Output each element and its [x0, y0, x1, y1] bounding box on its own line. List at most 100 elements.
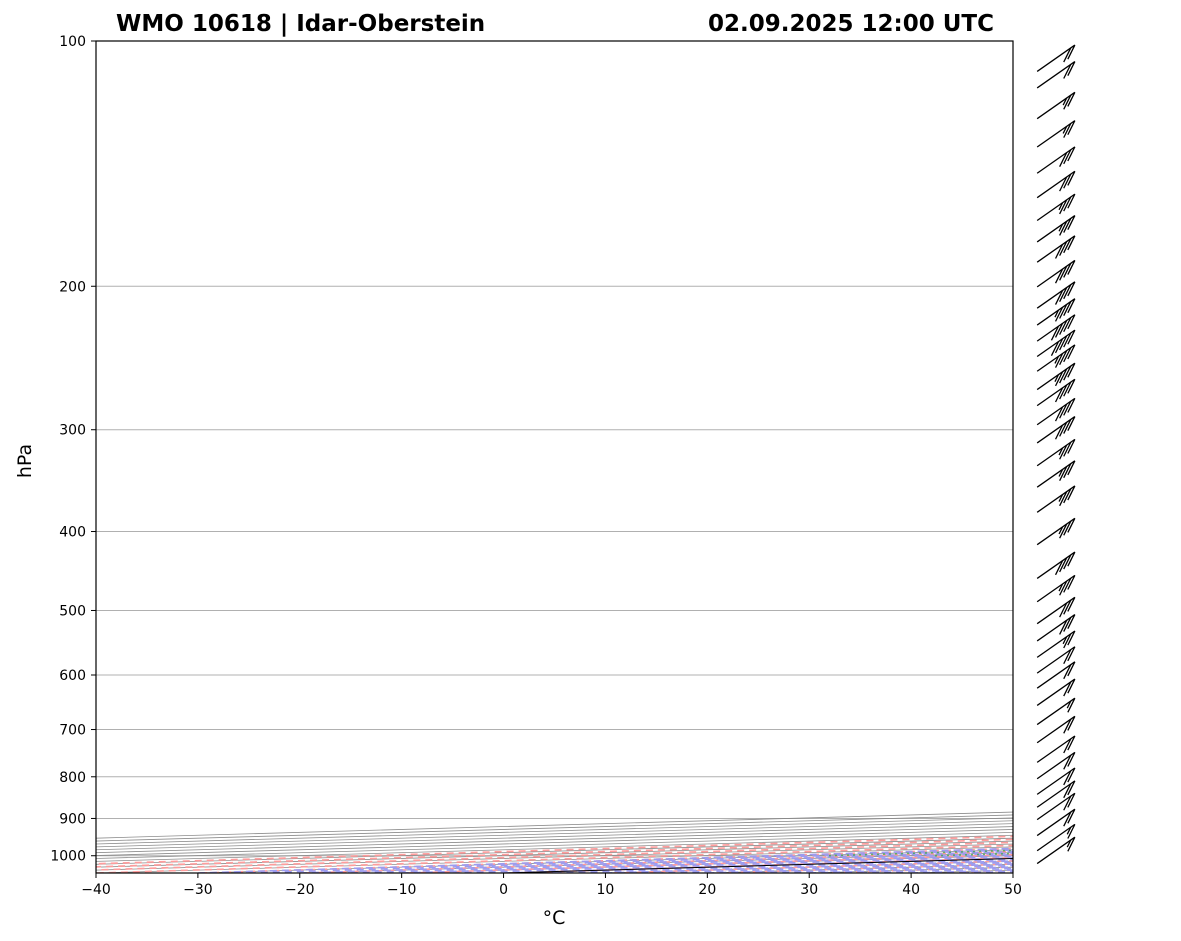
- wind-barb-staff: [1036, 485, 1076, 513]
- wind-barb-halfflag: [1058, 223, 1064, 232]
- wind-barb-flag: [1059, 557, 1068, 573]
- wind-barb-flag: [1059, 602, 1068, 618]
- wind-barb-flag: [1059, 265, 1068, 281]
- wind-barb-flag: [1063, 149, 1072, 165]
- wind-barb: [1036, 646, 1076, 674]
- plot-background-rect: [96, 41, 1013, 873]
- y-tick-label: 300: [59, 423, 86, 439]
- wind-barb: [1036, 215, 1076, 243]
- wind-barb-halfflag: [1062, 636, 1068, 645]
- wind-barb: [1036, 551, 1076, 579]
- wind-barb-flag: [1067, 792, 1076, 808]
- wind-barb: [1036, 596, 1076, 625]
- wind-barb-staff: [1036, 120, 1076, 148]
- mixing-ratio-3: [1076, 675, 1181, 856]
- wind-barb-flag: [1067, 697, 1076, 713]
- wind-barb-staff: [1036, 823, 1076, 852]
- wind-barb-flag: [1063, 317, 1072, 333]
- wind-barb-staff: [1036, 697, 1076, 726]
- wind-barb-flag: [1059, 241, 1068, 256]
- wind-barb-flag: [1067, 439, 1076, 454]
- wind-barb-flag: [1054, 290, 1064, 305]
- y-tick-label: 800: [59, 770, 86, 786]
- wind-barb-flag: [1063, 488, 1072, 504]
- wind-barb-flag: [1063, 47, 1072, 63]
- wind-barb-staff: [1036, 193, 1076, 222]
- wind-barb-flag: [1063, 238, 1072, 254]
- wind-barb-flag: [1067, 630, 1076, 646]
- wind-barb-flag: [1067, 193, 1076, 209]
- wind-barb-staff: [1036, 751, 1076, 780]
- wind-barb-staff: [1036, 378, 1076, 407]
- wind-barb-flag: [1067, 460, 1076, 476]
- x-tick-label: −40: [81, 882, 111, 898]
- wind-barb-flag: [1067, 281, 1076, 297]
- wind-barb-flag: [1063, 218, 1072, 233]
- wind-barb-staff: [1036, 215, 1076, 243]
- wind-barb-flag: [1067, 836, 1076, 852]
- wind-barb-flag: [1067, 485, 1076, 501]
- wind-barb-flag: [1059, 466, 1068, 481]
- wind-barb: [1036, 715, 1076, 744]
- wind-barb-flag: [1067, 767, 1076, 783]
- wind-barb: [1036, 378, 1076, 407]
- x-tick-label: −30: [183, 882, 213, 898]
- wind-barb-flag: [1067, 596, 1076, 612]
- wind-barb-flag: [1054, 387, 1064, 403]
- wind-barb-flag: [1059, 368, 1068, 384]
- wind-barb-flag: [1067, 92, 1076, 107]
- wind-barb-flag: [1063, 718, 1072, 734]
- wind-barb-flag: [1054, 323, 1064, 338]
- wind-barb-staff: [1036, 235, 1076, 263]
- wind-barb-flag: [1063, 633, 1072, 649]
- wind-barb-flag: [1063, 617, 1072, 632]
- wind-barb-flag: [1054, 268, 1064, 284]
- wind-barb-staff: [1036, 808, 1076, 837]
- wind-barb-staff: [1036, 596, 1076, 625]
- wind-barb-flag: [1059, 176, 1068, 192]
- wind-barb: [1036, 678, 1076, 706]
- wind-barb-staff: [1036, 551, 1076, 579]
- wind-barb-halfflag: [1054, 374, 1060, 382]
- wind-barb-flag: [1063, 463, 1072, 479]
- wind-barb-flag: [1067, 61, 1076, 76]
- wind-barb-flag: [1054, 406, 1064, 422]
- wind-barb-flag: [1054, 371, 1064, 387]
- wind-barb: [1036, 235, 1076, 263]
- wind-barb: [1036, 344, 1076, 372]
- wind-barb: [1036, 735, 1076, 763]
- wind-barb-flag: [1059, 221, 1068, 236]
- x-tick-label: 50: [1004, 882, 1022, 898]
- isotherm-50c: [1012, 872, 1013, 873]
- wind-barb-flag: [1050, 341, 1060, 357]
- wind-barb-flag: [1063, 795, 1072, 811]
- wind-barb-flag: [1063, 554, 1072, 570]
- wind-barb: [1036, 298, 1076, 326]
- wind-barb-staff: [1036, 60, 1076, 89]
- wind-barb: [1036, 614, 1076, 642]
- wind-barb-flag: [1063, 381, 1072, 397]
- plot-background: [96, 41, 1013, 873]
- wind-barb-flag: [1063, 754, 1072, 770]
- wind-barb: [1036, 792, 1076, 821]
- wind-barb-flag: [1059, 523, 1068, 539]
- wind-barb-staff: [1036, 170, 1076, 199]
- wind-barb-flag: [1067, 808, 1076, 824]
- wind-barb-staff: [1036, 517, 1076, 546]
- wind-barb: [1036, 146, 1076, 174]
- wind-barb-flag: [1067, 614, 1076, 629]
- wind-barb-flag: [1067, 378, 1076, 394]
- wind-barb: [1036, 91, 1076, 120]
- wind-barb-flag: [1063, 770, 1072, 786]
- wind-barb: [1036, 485, 1076, 513]
- wind-barb-staff: [1036, 836, 1076, 865]
- wind-barb-flag: [1063, 664, 1072, 680]
- wind-barb-flag: [1067, 170, 1076, 186]
- wind-barb: [1036, 460, 1076, 488]
- wind-barb-flag: [1059, 335, 1068, 351]
- wind-barb-flag: [1067, 416, 1076, 431]
- wind-barb-flag: [1063, 123, 1072, 138]
- wind-barb-flag: [1059, 304, 1068, 319]
- wind-barb-flag: [1050, 325, 1060, 341]
- wind-barb-flag: [1059, 421, 1068, 437]
